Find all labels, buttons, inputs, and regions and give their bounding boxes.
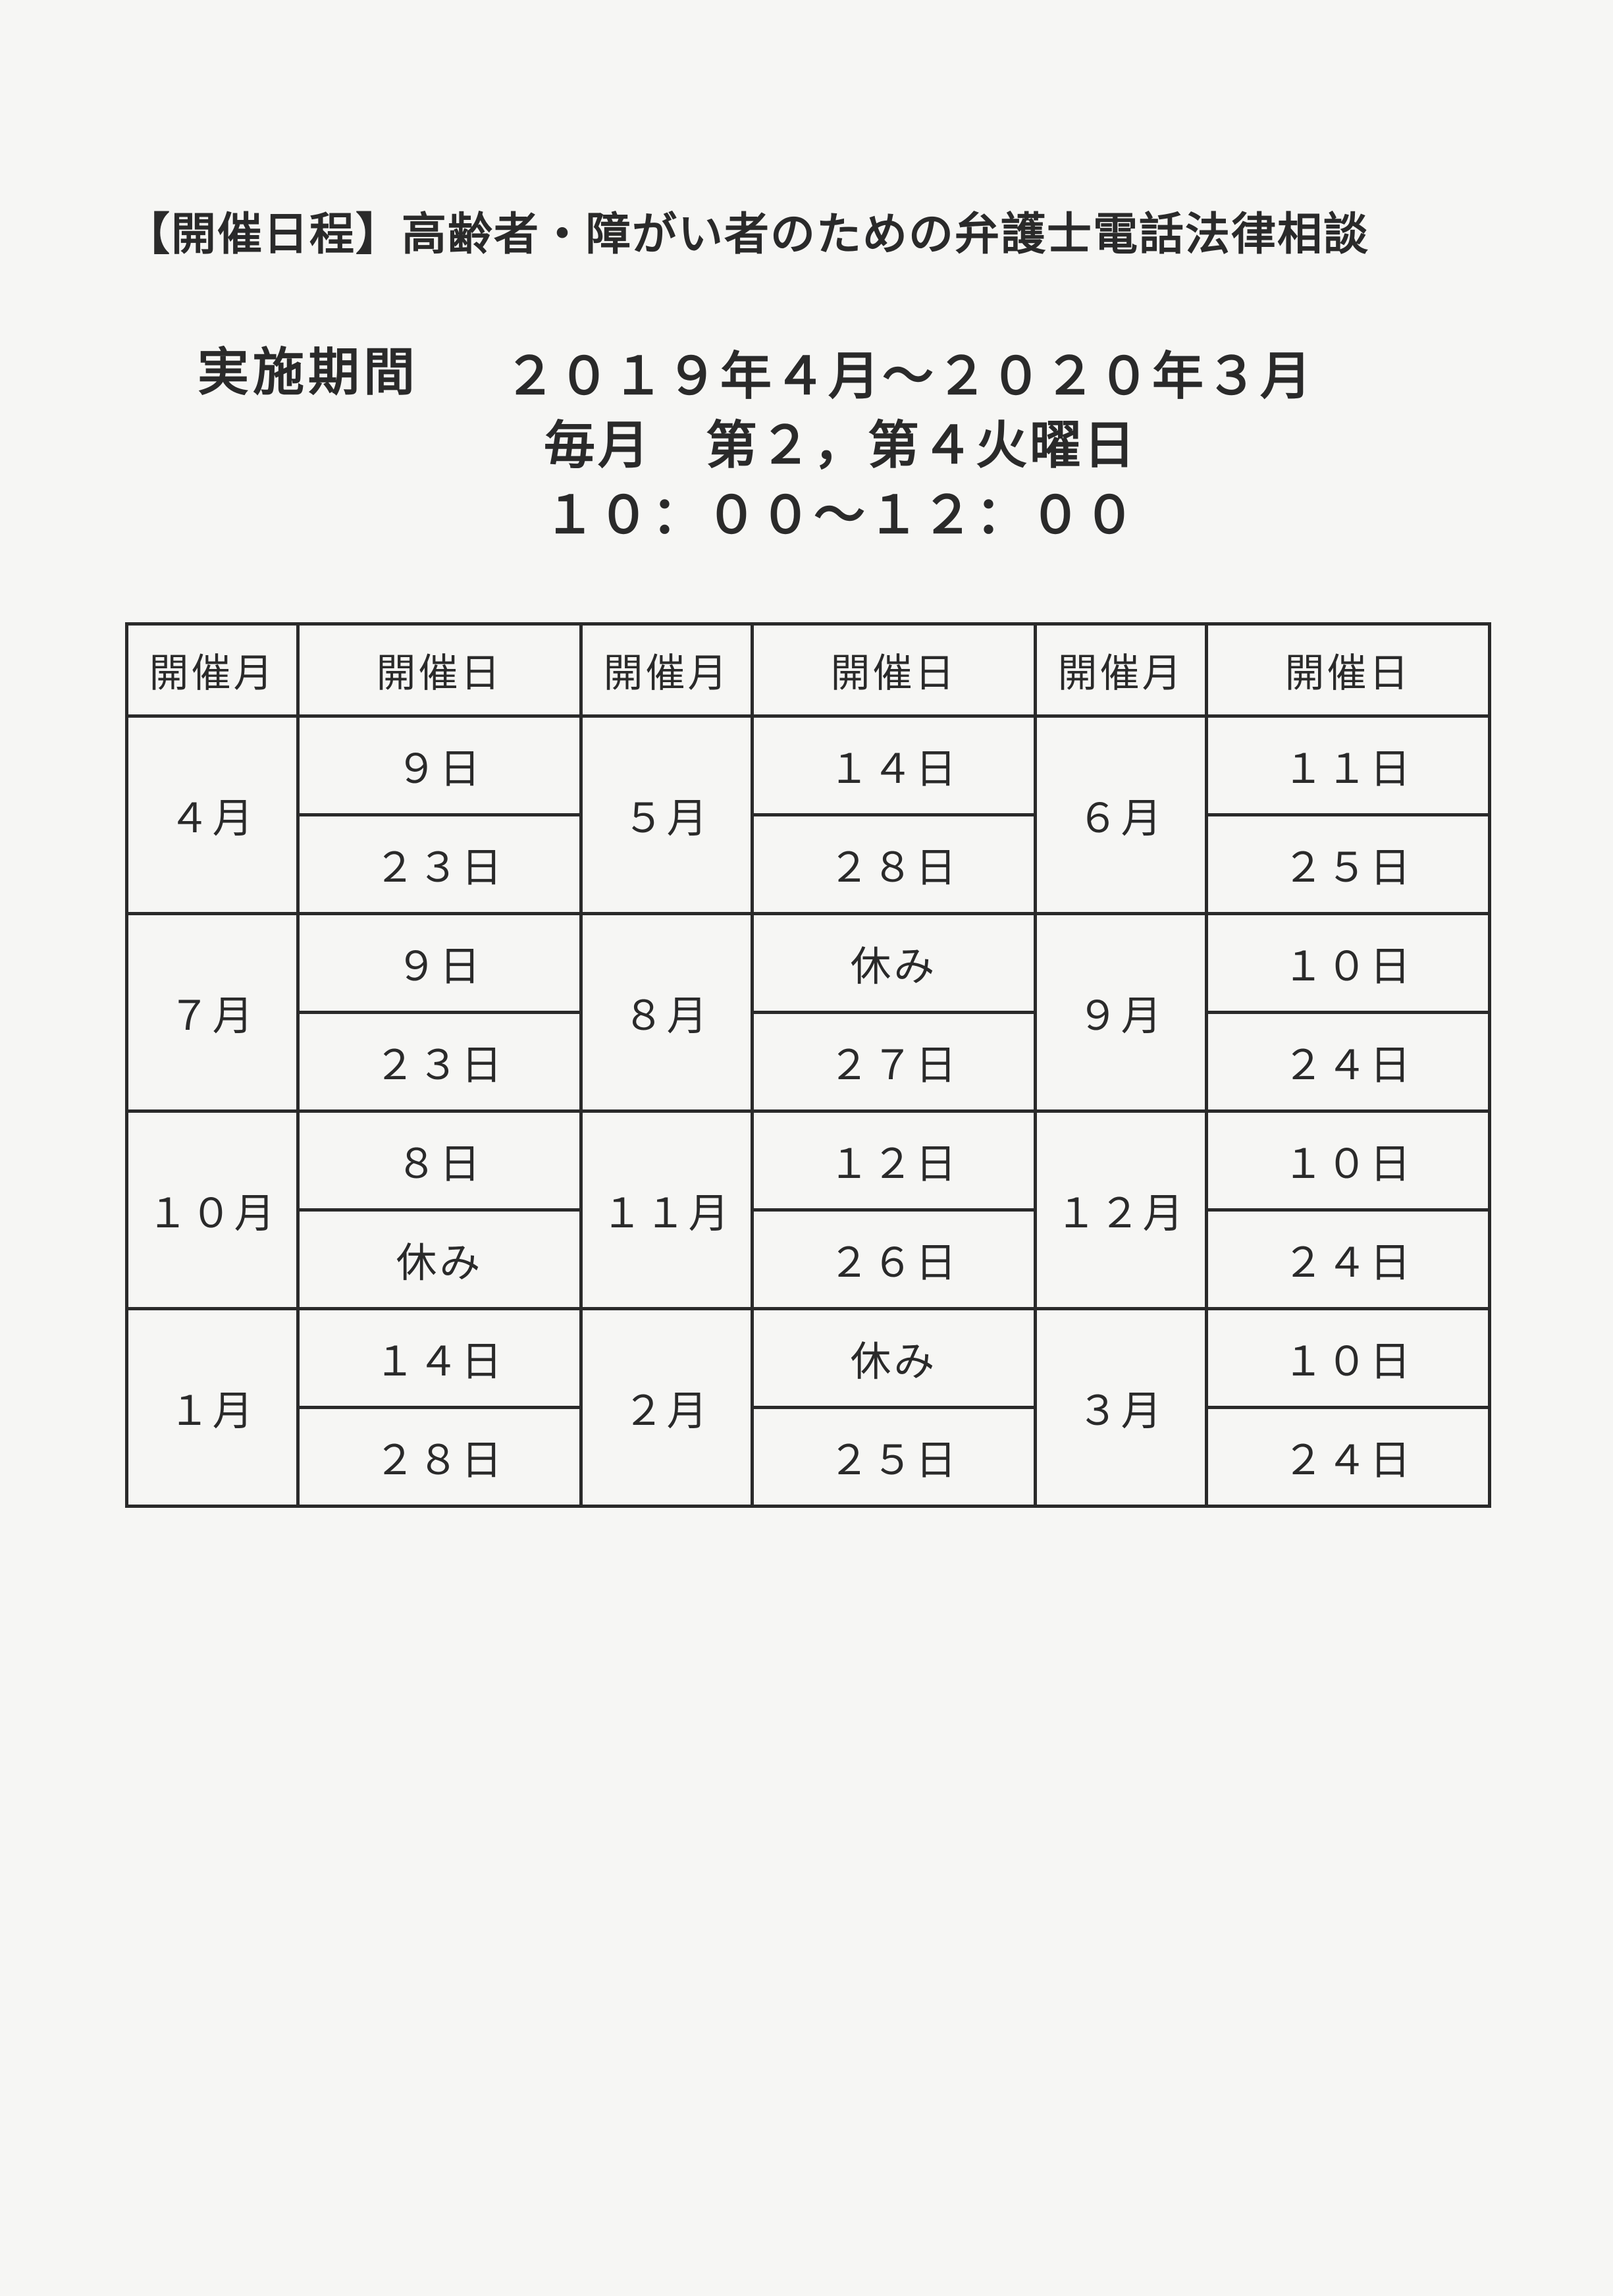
day-cell: ２３日 [298, 1012, 581, 1111]
day-cell: ２７日 [753, 1012, 1036, 1111]
month-cell: ２月 [581, 1308, 753, 1506]
table-row: ７月 ９日 ８月 休み ９月 １０日 [127, 913, 1490, 1012]
table-row: １月 １４日 ２月 休み ３月 １０日 [127, 1308, 1490, 1407]
month-cell: １２月 [1036, 1111, 1207, 1308]
table-row: １０月 ８日 １１月 １２日 １２月 １０日 [127, 1111, 1490, 1210]
month-cell: ９月 [1036, 913, 1207, 1111]
day-cell: ２８日 [298, 1407, 581, 1506]
day-cell: ２４日 [1207, 1012, 1490, 1111]
period-block: 実施期間 ２０１９年４月～２０２０年３月 毎月 第２，第４火曜日 １０：００～１… [198, 342, 1488, 550]
month-cell: ４月 [127, 716, 298, 913]
header-month: 開催月 [581, 624, 753, 716]
day-cell: ２４日 [1207, 1407, 1490, 1506]
month-cell: １月 [127, 1308, 298, 1506]
period-line-3: １０：００～１２：００ [544, 481, 1314, 550]
day-cell: ２５日 [1207, 814, 1490, 913]
month-cell: ３月 [1036, 1308, 1207, 1506]
day-cell: ８日 [298, 1111, 581, 1210]
schedule-table: 開催月 開催日 開催月 開催日 開催月 開催日 ４月 ９日 ５月 １４日 ６月 … [125, 622, 1491, 1508]
table-row: ２３日 ２８日 ２５日 [127, 814, 1490, 913]
header-month: 開催月 [1036, 624, 1207, 716]
table-row: ２８日 ２５日 ２４日 [127, 1407, 1490, 1506]
day-cell: 休み [753, 1308, 1036, 1407]
month-cell: １０月 [127, 1111, 298, 1308]
table-row: 休み ２６日 ２４日 [127, 1210, 1490, 1308]
day-cell: １４日 [298, 1308, 581, 1407]
table-row: ２３日 ２７日 ２４日 [127, 1012, 1490, 1111]
table-header-row: 開催月 開催日 開催月 開催日 開催月 開催日 [127, 624, 1490, 716]
header-month: 開催月 [127, 624, 298, 716]
day-cell: 休み [298, 1210, 581, 1308]
day-cell: １２日 [753, 1111, 1036, 1210]
month-cell: ５月 [581, 716, 753, 913]
period-line-1: ２０１９年４月～２０２０年３月 [504, 342, 1314, 411]
day-cell: ２６日 [753, 1210, 1036, 1308]
day-cell: ２８日 [753, 814, 1036, 913]
period-line-2: 毎月 第２，第４火曜日 [544, 411, 1314, 480]
month-cell: １１月 [581, 1111, 753, 1308]
day-cell: １０日 [1207, 1308, 1490, 1407]
page-title: 【開催日程】高齢者・障がい者のための弁護士電話法律相談 [125, 198, 1488, 263]
period-label: 実施期間 [198, 342, 419, 404]
day-cell: ２３日 [298, 814, 581, 913]
day-cell: ２４日 [1207, 1210, 1490, 1308]
day-cell: 休み [753, 913, 1036, 1012]
month-cell: ６月 [1036, 716, 1207, 913]
day-cell: １０日 [1207, 913, 1490, 1012]
day-cell: ２５日 [753, 1407, 1036, 1506]
day-cell: １４日 [753, 716, 1036, 814]
day-cell: １０日 [1207, 1111, 1490, 1210]
month-cell: ７月 [127, 913, 298, 1111]
header-day: 開催日 [298, 624, 581, 716]
table-row: ４月 ９日 ５月 １４日 ６月 １１日 [127, 716, 1490, 814]
header-day: 開催日 [753, 624, 1036, 716]
day-cell: ９日 [298, 716, 581, 814]
month-cell: ８月 [581, 913, 753, 1111]
header-day: 開催日 [1207, 624, 1490, 716]
period-body: ２０１９年４月～２０２０年３月 毎月 第２，第４火曜日 １０：００～１２：００ [504, 342, 1314, 550]
day-cell: １１日 [1207, 716, 1490, 814]
day-cell: ９日 [298, 913, 581, 1012]
